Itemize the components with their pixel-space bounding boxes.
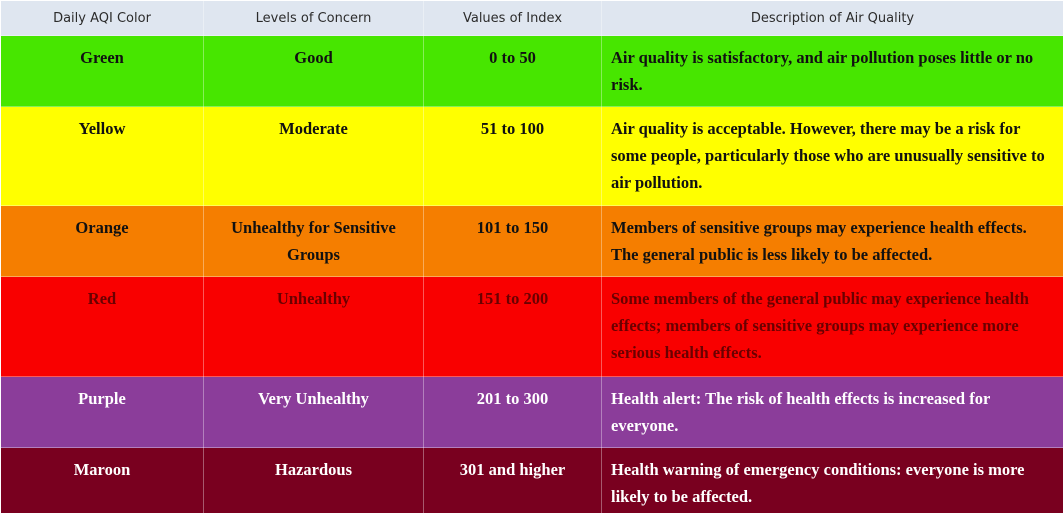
table-row: Yellow Moderate 51 to 100 Air quality is… (0, 106, 1063, 206)
table-row: Maroon Hazardous 301 and higher Health w… (0, 447, 1063, 513)
index-values-cell: 301 and higher (423, 447, 602, 513)
table-body: Green Good 0 to 50 Air quality is satisf… (0, 35, 1063, 513)
description-cell: Some members of the general public may e… (601, 276, 1063, 377)
aqi-color-cell: Yellow (0, 106, 204, 206)
table-row: Red Unhealthy 151 to 200 Some members of… (0, 276, 1063, 377)
index-values-cell: 51 to 100 (423, 106, 602, 206)
aqi-color-cell: Orange (0, 205, 204, 277)
table-row: Orange Unhealthy for Sensitive Groups 10… (0, 205, 1063, 277)
level-of-concern-cell: Unhealthy (203, 276, 424, 377)
level-of-concern-cell: Hazardous (203, 447, 424, 513)
header-description: Description of Air Quality (601, 0, 1063, 36)
description-cell: Members of sensitive groups may experien… (601, 205, 1063, 277)
aqi-color-cell: Red (0, 276, 204, 377)
header-levels-of-concern: Levels of Concern (203, 0, 424, 36)
description-cell: Health warning of emergency conditions: … (601, 447, 1063, 513)
header-values-of-index: Values of Index (423, 0, 602, 36)
table-row: Purple Very Unhealthy 201 to 300 Health … (0, 376, 1063, 448)
level-of-concern-cell: Unhealthy for Sensitive Groups (203, 205, 424, 277)
description-cell: Health alert: The risk of health effects… (601, 376, 1063, 448)
description-cell: Air quality is satisfactory, and air pol… (601, 35, 1063, 107)
aqi-color-cell: Maroon (0, 447, 204, 513)
index-values-cell: 101 to 150 (423, 205, 602, 277)
description-cell: Air quality is acceptable. However, ther… (601, 106, 1063, 206)
index-values-cell: 201 to 300 (423, 376, 602, 448)
header-daily-aqi-color: Daily AQI Color (0, 0, 204, 36)
aqi-color-cell: Purple (0, 376, 204, 448)
level-of-concern-cell: Good (203, 35, 424, 107)
table-header: Daily AQI Color Levels of Concern Values… (0, 0, 1063, 36)
level-of-concern-cell: Very Unhealthy (203, 376, 424, 448)
level-of-concern-cell: Moderate (203, 106, 424, 206)
aqi-color-cell: Green (0, 35, 204, 107)
header-row: Daily AQI Color Levels of Concern Values… (0, 0, 1063, 36)
index-values-cell: 151 to 200 (423, 276, 602, 377)
index-values-cell: 0 to 50 (423, 35, 602, 107)
table-row: Green Good 0 to 50 Air quality is satisf… (0, 35, 1063, 107)
